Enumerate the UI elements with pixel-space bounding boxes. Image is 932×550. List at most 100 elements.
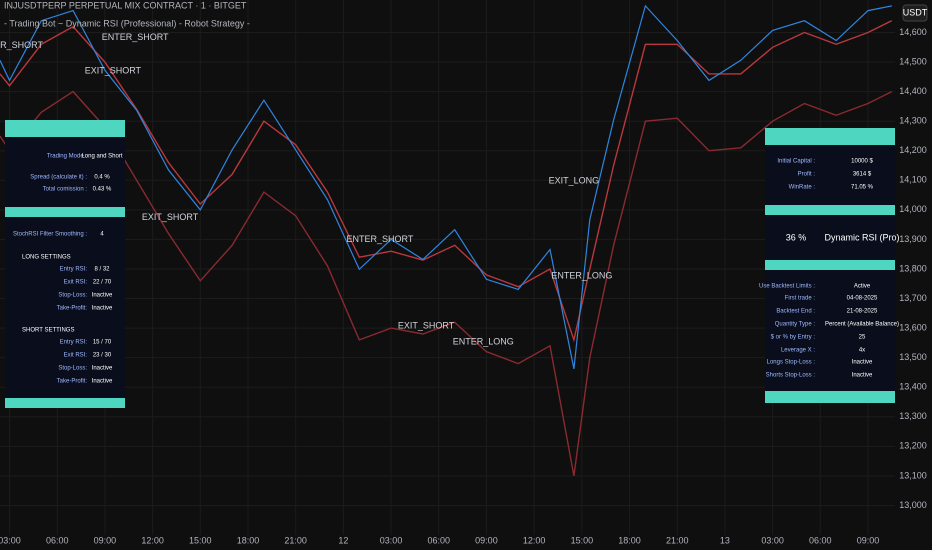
- panel-value: Inactive: [92, 306, 113, 312]
- profit-percent: 36 %: [786, 232, 807, 242]
- trade-label: EXIT_LONG: [549, 175, 600, 185]
- panel-value: Active: [854, 284, 871, 290]
- x-tick-label: 12:00: [523, 535, 546, 545]
- panel-value: 0.43 %: [93, 187, 112, 193]
- panel-label: Leverage X :: [781, 348, 815, 354]
- x-tick-label: 09:00: [94, 535, 117, 545]
- y-tick-label: 13,600: [899, 322, 927, 332]
- panel-value: 4x: [859, 348, 865, 354]
- panel-bar: [765, 391, 895, 403]
- panel-label: Take-Profit:: [57, 306, 88, 312]
- strategy-title: - Trading Bot ~ Dynamic RSI (Professiona…: [4, 18, 250, 28]
- panel-heading: SHORT SETTINGS: [22, 328, 74, 334]
- x-tick-label: 06:00: [427, 535, 450, 545]
- panel-label: Profit :: [798, 172, 816, 178]
- panel-bar: [765, 260, 895, 270]
- currency-label: USDT: [903, 7, 928, 17]
- panel-value: 4: [100, 232, 104, 238]
- x-tick-label: 21:00: [284, 535, 307, 545]
- strategy-name: Dynamic RSI (Pro): [824, 232, 899, 242]
- panel-label: Stop-Loss:: [58, 293, 87, 299]
- y-tick-label: 13,400: [899, 382, 927, 392]
- panel-value: Percent (Available Balance): [825, 322, 899, 328]
- x-tick-label: 03:00: [0, 535, 21, 545]
- panel-value: 0.4 %: [94, 175, 110, 181]
- y-tick-label: 13,300: [899, 411, 927, 421]
- panel-label: Total comission :: [43, 187, 88, 193]
- y-tick-label: 13,900: [899, 234, 927, 244]
- price-line: [0, 4, 892, 370]
- trade-label: ENTER_SHORT: [102, 32, 169, 42]
- y-tick-label: 14,500: [899, 56, 927, 66]
- x-tick-label: 15:00: [189, 535, 212, 545]
- panel-label: Take-Profit:: [57, 379, 88, 385]
- x-tick-label: 21:00: [666, 535, 689, 545]
- panel-label: Exit RSI:: [64, 280, 88, 286]
- trade-label: EXIT_SHORT: [85, 66, 142, 76]
- x-tick-label: 06:00: [809, 535, 832, 545]
- y-tick-label: 13,800: [899, 263, 927, 273]
- trade-label: ENTER_SHORT: [0, 40, 43, 50]
- panel-heading: LONG SETTINGS: [22, 255, 71, 261]
- panel-label: Backtest End :: [776, 309, 815, 315]
- panel-label: $ or % by Entry :: [771, 335, 816, 341]
- price-line: [0, 90, 893, 477]
- y-tick-label: 14,100: [899, 175, 927, 185]
- panel-value: 25: [859, 335, 866, 341]
- x-tick-label: 12: [338, 535, 348, 545]
- panel-label: Quantity Type :: [775, 322, 816, 328]
- panel-bar: [5, 398, 125, 408]
- panel-value: Inactive: [92, 366, 113, 372]
- currency-badge[interactable]: [902, 4, 928, 22]
- x-tick-label: 03:00: [380, 535, 403, 545]
- trade-label: ENTER_SHORT: [347, 234, 414, 244]
- panel-bar: [5, 120, 125, 137]
- panel-value: Inactive: [852, 373, 873, 379]
- panel-value: 8 / 32: [94, 267, 110, 273]
- panel-bar: [765, 128, 895, 145]
- x-tick-label: 18:00: [237, 535, 260, 545]
- panel-label: WinRate :: [789, 185, 816, 191]
- trade-label: EXIT_SHORT: [142, 212, 199, 222]
- left-panel: [5, 120, 125, 408]
- panel-value: 21-08-2025: [847, 309, 878, 315]
- y-tick-label: 14,200: [899, 145, 927, 155]
- symbol-title: INJUSDTPERP PERPETUAL MIX CONTRACT · 1 ·…: [4, 0, 247, 10]
- trade-label: ENTER_LONG: [453, 336, 514, 346]
- x-tick-label: 09:00: [857, 535, 880, 545]
- panel-value: 22 / 70: [93, 280, 112, 286]
- panel-label: Trading Mode :: [47, 154, 87, 160]
- panel-label: Longs Stop-Loss :: [767, 360, 816, 366]
- panel-value: 71.05 %: [851, 185, 874, 191]
- panel-label: Exit RSI:: [64, 353, 88, 359]
- y-tick-label: 13,700: [899, 293, 927, 303]
- x-tick-label: 15:00: [571, 535, 594, 545]
- panel-label: Entry RSI:: [60, 340, 88, 346]
- panel-value: Inactive: [92, 293, 113, 299]
- x-tick-label: 03:00: [761, 535, 784, 545]
- panel-value: 15 / 70: [93, 340, 112, 346]
- panel-label: Use Backtest Limits :: [759, 284, 815, 290]
- y-tick-label: 13,000: [899, 500, 927, 510]
- panel-value: 23 / 30: [93, 353, 112, 359]
- y-tick-label: 14,000: [899, 204, 927, 214]
- y-tick-label: 14,300: [899, 116, 927, 126]
- y-tick-label: 14,600: [899, 27, 927, 37]
- x-tick-label: 13: [720, 535, 730, 545]
- panel-label: Initial Capital :: [777, 159, 815, 165]
- trade-label: ENTER_LONG: [551, 271, 612, 281]
- panel-value: Inactive: [92, 379, 113, 385]
- panel-value: Long and Short: [81, 154, 122, 160]
- x-tick-label: 06:00: [46, 535, 69, 545]
- y-tick-label: 14,400: [899, 86, 927, 96]
- x-tick-label: 18:00: [618, 535, 641, 545]
- panel-bar: [765, 205, 895, 215]
- panel-label: Spread (calculate it) :: [30, 175, 87, 181]
- y-tick-label: 13,100: [899, 470, 927, 480]
- trade-label: EXIT_SHORT: [398, 320, 455, 330]
- panel-value: 04-08-2025: [847, 296, 878, 302]
- panel-label: Shorts Stop-Loss :: [766, 373, 816, 379]
- y-tick-label: 13,500: [899, 352, 927, 362]
- panel-value: 10000 $: [851, 159, 873, 165]
